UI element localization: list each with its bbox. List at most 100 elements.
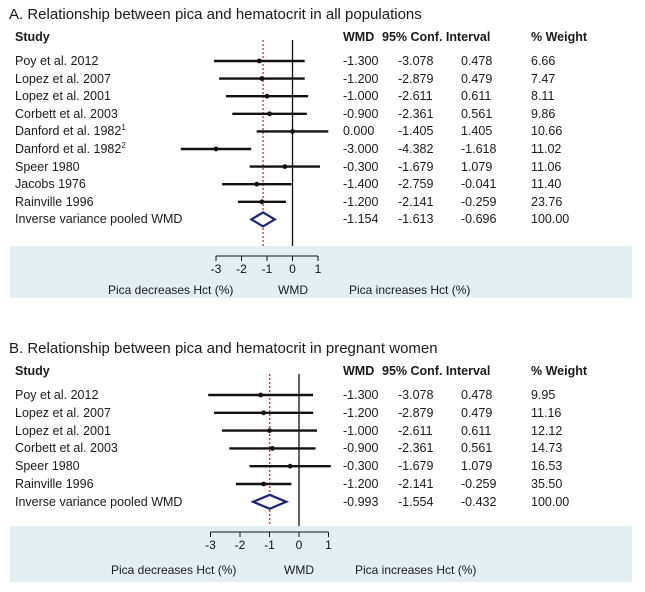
wmd-value: -1.200 [343, 477, 379, 491]
x-tick-label: 0 [296, 538, 303, 552]
ci-upper: 0.561 [461, 106, 493, 121]
ci-upper: -0.259 [461, 477, 497, 491]
weight-value: 14.73 [531, 441, 563, 456]
wmd-value: -0.900 [343, 106, 379, 121]
header-ci: 95% Conf. Interval [382, 30, 491, 44]
pooled-label: Inverse variance pooled WMD [15, 212, 183, 227]
study-label: Lopez et al. 2001 [15, 89, 111, 104]
x-tick-label: -2 [236, 262, 247, 276]
study-label: Danford et al. 19821 [15, 123, 126, 139]
weight-value: 23.76 [531, 194, 563, 209]
ci-upper: -0.432 [461, 494, 497, 509]
left-axis-label: Pica decreases Hct (%) [111, 563, 237, 577]
ci-upper: 0.479 [461, 71, 493, 86]
point-estimate [261, 481, 266, 487]
weight-value: 11.40 [531, 177, 562, 192]
pooled-label: Inverse variance pooled WMD [15, 494, 183, 509]
panel-title: B. Relationship between pica and hematoc… [9, 340, 438, 357]
point-estimate [270, 446, 275, 451]
axis-band [10, 526, 632, 582]
weight-value: 7.47 [531, 71, 556, 86]
weight-value: 12.12 [531, 423, 563, 438]
study-label: Lopez et al. 2007 [15, 405, 111, 420]
wmd-value: -0.993 [343, 494, 379, 509]
header-weight: % Weight [531, 30, 588, 44]
weight-value: 6.66 [531, 54, 556, 68]
x-tick-label: -3 [205, 538, 216, 552]
ci-lower: -2.141 [398, 477, 434, 491]
wmd-value: -1.200 [343, 405, 379, 420]
weight-value: 16.53 [531, 459, 563, 474]
weight-value: 11.06 [531, 159, 562, 174]
study-label: Lopez et al. 2007 [15, 71, 111, 86]
header-ci: 95% Conf. Interval [382, 364, 491, 378]
axis-band [10, 246, 632, 298]
study-label: Lopez et al. 2001 [15, 423, 111, 438]
weight-value: 35.50 [531, 477, 563, 491]
point-estimate [290, 129, 295, 134]
ci-upper: 0.478 [461, 388, 493, 402]
ci-upper: 1.079 [461, 459, 493, 474]
ci-lower: -1.554 [398, 494, 434, 509]
weight-value: 9.86 [531, 106, 556, 121]
weight-value: 11.02 [531, 142, 562, 156]
wmd-value: -1.400 [343, 177, 379, 192]
wmd-value: -1.154 [343, 212, 379, 227]
ci-lower: -1.679 [398, 459, 434, 474]
wmd-value: -0.300 [343, 459, 379, 474]
point-estimate [213, 146, 219, 152]
study-label: Speer 1980 [15, 459, 80, 474]
study-label: Rainville 1996 [15, 194, 94, 209]
ci-lower: -2.759 [398, 177, 434, 192]
pooled-diamond [250, 493, 290, 510]
weight-value: 11.16 [531, 405, 562, 420]
point-estimate [259, 76, 265, 81]
wmd-value: -1.200 [343, 71, 379, 86]
wmd-value: -0.300 [343, 159, 379, 174]
wmd-value: -1.300 [343, 54, 379, 68]
point-estimate [256, 58, 262, 64]
weight-value: 100.00 [531, 212, 570, 227]
point-estimate [282, 164, 288, 170]
wmd-value: -1.000 [343, 89, 379, 104]
panel-title: A. Relationship between pica and hematoc… [9, 6, 422, 23]
ci-lower: -3.078 [398, 54, 434, 68]
study-label: Rainville 1996 [15, 477, 94, 491]
ci-upper: -0.259 [461, 194, 497, 209]
point-estimate [267, 111, 272, 117]
point-estimate [258, 392, 264, 398]
point-estimate [259, 199, 265, 205]
ci-upper: 0.611 [461, 89, 492, 104]
x-axis-label: WMD [284, 563, 314, 577]
ci-upper: 0.561 [461, 441, 493, 456]
study-label: Poy et al. 2012 [15, 388, 99, 402]
point-estimate [261, 410, 266, 416]
weight-value: 9.95 [531, 388, 556, 402]
study-label: Jacobs 1976 [15, 177, 86, 192]
x-tick-label: 0 [289, 262, 296, 276]
ci-upper: 0.611 [461, 423, 492, 438]
header-study: Study [15, 30, 50, 44]
ci-lower: -1.405 [398, 124, 434, 139]
ci-lower: -2.879 [398, 71, 434, 86]
point-estimate [264, 93, 270, 99]
x-tick-label: -3 [211, 262, 222, 276]
wmd-value: -1.000 [343, 423, 379, 438]
wmd-value: -1.300 [343, 388, 379, 402]
ci-lower: -2.879 [398, 405, 434, 420]
ci-lower: -2.141 [398, 194, 434, 209]
left-axis-label: Pica decreases Hct (%) [108, 283, 234, 297]
study-label: Poy et al. 2012 [15, 54, 99, 68]
right-axis-label: Pica increases Hct (%) [349, 283, 471, 297]
ci-lower: -2.361 [398, 106, 434, 121]
study-label: Corbett et al. 2003 [15, 441, 118, 456]
ci-lower: -2.361 [398, 441, 434, 456]
ci-upper: 0.479 [461, 405, 493, 420]
ci-lower: -4.382 [398, 142, 434, 156]
ci-upper: -1.618 [461, 142, 497, 156]
x-tick-label: -1 [264, 538, 275, 552]
ci-upper: 0.478 [461, 54, 493, 68]
header-wmd: WMD [343, 364, 375, 378]
x-tick-label: 1 [325, 538, 332, 552]
